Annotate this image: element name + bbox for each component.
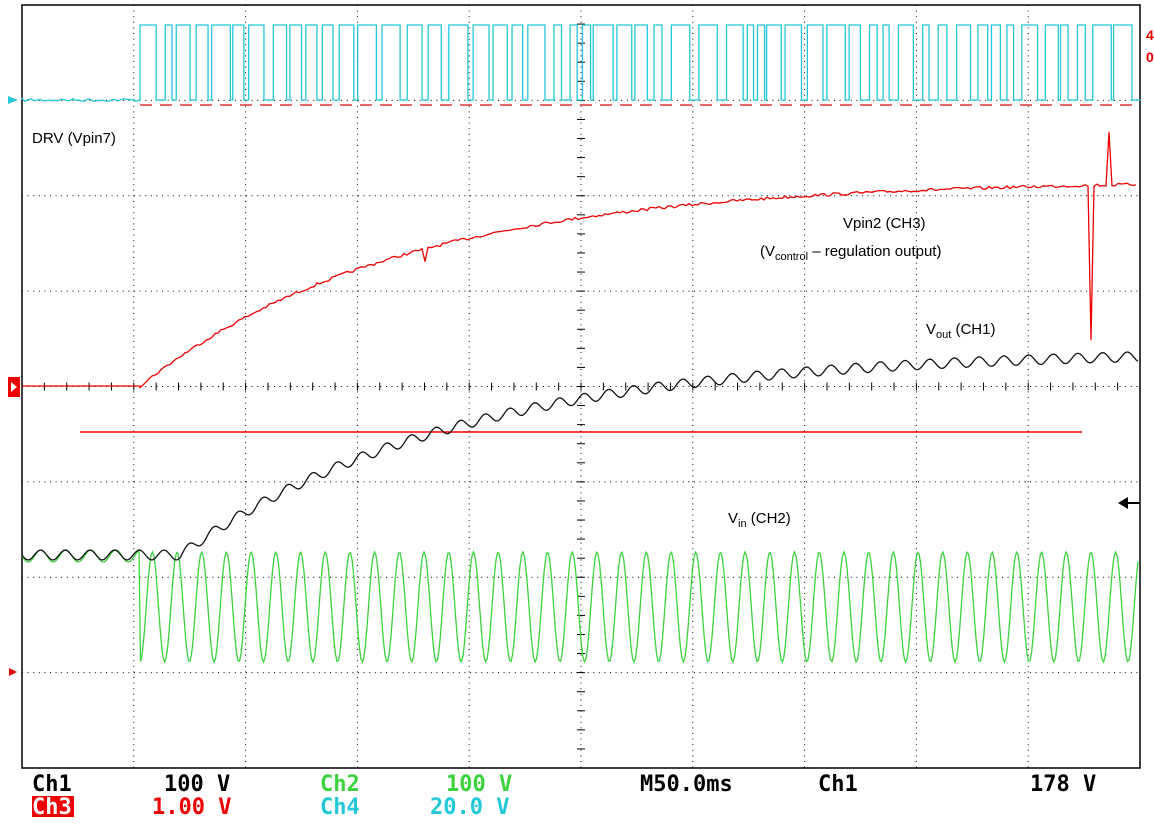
status-text: 100 V bbox=[446, 772, 512, 797]
subscript: in bbox=[738, 518, 747, 530]
vin-label: Vin (CH2) bbox=[728, 510, 791, 530]
status-text: M50.0ms bbox=[640, 772, 733, 797]
ch-indicator: 4 bbox=[1146, 27, 1154, 43]
status-bar: Ch1 100 V Ch2 100 V M50.0ms Ch1 178 V Ch3 1.00 V… bbox=[32, 772, 1096, 820]
waveforms bbox=[21, 24, 1141, 664]
text: – regulation output) bbox=[808, 243, 941, 260]
status-text: 100 V bbox=[164, 772, 230, 797]
status-text: Ch4 bbox=[320, 795, 360, 820]
status-text: Ch1 bbox=[32, 772, 72, 797]
trigger-marker bbox=[1118, 497, 1128, 509]
ch2-marker bbox=[9, 668, 17, 676]
text: V bbox=[728, 510, 738, 527]
ch3-marker-arrow bbox=[11, 382, 17, 392]
text: (V bbox=[760, 243, 775, 260]
status-text: Ch3 bbox=[32, 795, 72, 820]
status-text: 1.00 V bbox=[152, 795, 231, 820]
drv-waveform bbox=[21, 24, 1141, 103]
vpin2-waveform bbox=[22, 131, 1137, 389]
vout-label: Vout (CH1) bbox=[926, 321, 995, 341]
vcontrol-label: (Vcontrol – regulation output) bbox=[760, 243, 941, 263]
ch-indicator: 0 bbox=[1146, 49, 1154, 65]
vout-waveform bbox=[21, 351, 1139, 561]
subscript: out bbox=[936, 329, 951, 341]
ch3-badge bbox=[32, 796, 74, 817]
ch4-marker bbox=[8, 96, 18, 104]
vpin2-label: Vpin2 (CH3) bbox=[843, 215, 926, 232]
status-text: 20.0 V bbox=[430, 795, 509, 820]
graticule bbox=[21, 4, 1141, 769]
vin-waveform bbox=[21, 549, 1139, 664]
status-text: 178 V bbox=[1030, 772, 1096, 797]
drv-label: DRV (Vpin7) bbox=[32, 130, 116, 147]
status-text: Ch1 bbox=[818, 772, 858, 797]
text: (CH1) bbox=[951, 321, 995, 338]
text: V bbox=[926, 321, 936, 338]
subscript: control bbox=[775, 251, 808, 263]
status-text: Ch2 bbox=[320, 772, 360, 797]
text: (CH2) bbox=[747, 510, 791, 527]
